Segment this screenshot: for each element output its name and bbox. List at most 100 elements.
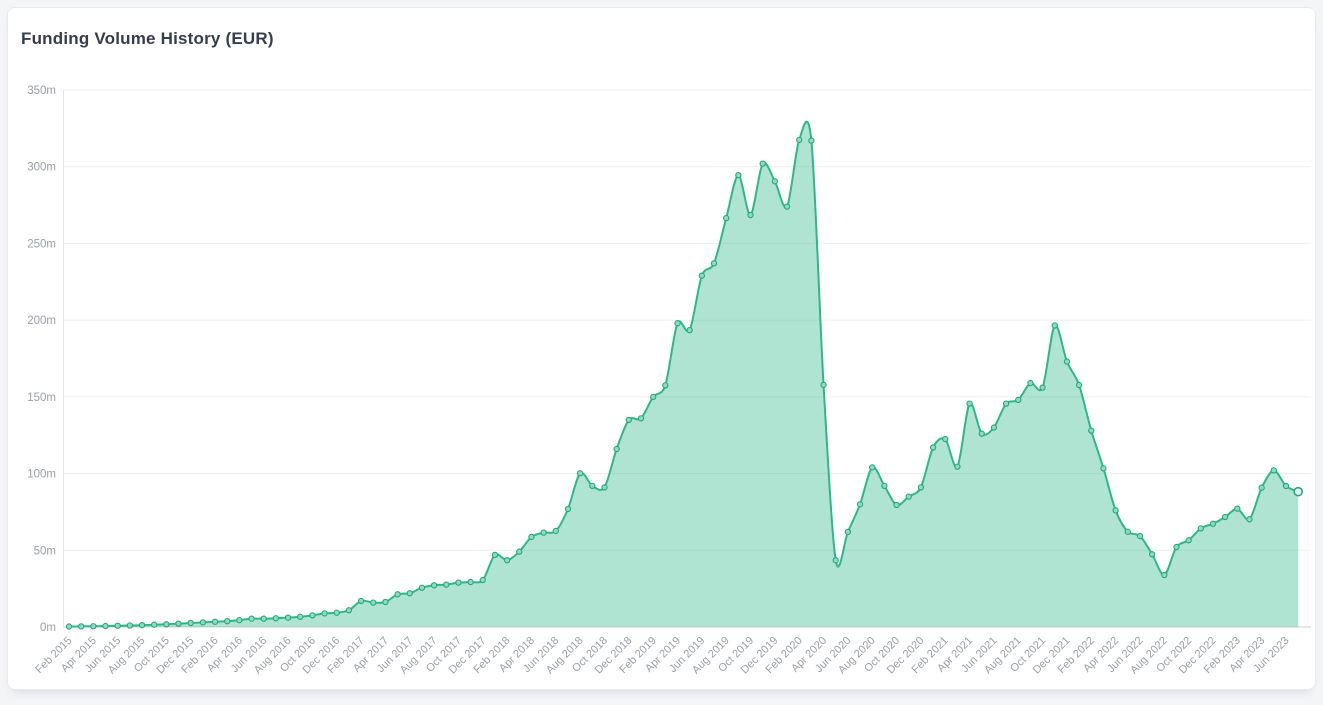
data-point-marker[interactable] bbox=[138, 622, 146, 629]
data-point-marker[interactable] bbox=[491, 551, 499, 559]
data-point-marker[interactable] bbox=[893, 501, 900, 509]
data-point-marker[interactable] bbox=[601, 484, 608, 491]
data-point-marker[interactable] bbox=[406, 590, 413, 597]
data-point-marker[interactable] bbox=[808, 137, 815, 144]
data-point-marker[interactable] bbox=[674, 320, 681, 327]
data-point-marker[interactable] bbox=[65, 623, 73, 630]
data-point-marker[interactable] bbox=[175, 620, 182, 627]
data-point-marker[interactable] bbox=[297, 613, 304, 620]
data-point-marker[interactable] bbox=[1258, 484, 1265, 491]
data-point-marker[interactable] bbox=[625, 416, 632, 424]
data-point-marker[interactable] bbox=[759, 160, 766, 167]
data-point-marker[interactable] bbox=[163, 621, 170, 628]
data-point-marker[interactable] bbox=[1088, 427, 1095, 434]
data-point-marker[interactable] bbox=[260, 615, 267, 622]
data-point-marker[interactable] bbox=[905, 493, 912, 500]
data-point-marker[interactable] bbox=[333, 609, 340, 616]
data-point-marker[interactable] bbox=[917, 484, 925, 491]
data-point-marker[interactable] bbox=[78, 623, 85, 630]
data-point-marker[interactable] bbox=[224, 618, 231, 625]
data-point-marker[interactable] bbox=[455, 579, 462, 586]
data-point-marker[interactable] bbox=[1112, 507, 1119, 514]
data-point-marker[interactable] bbox=[820, 381, 827, 389]
data-point-marker[interactable] bbox=[236, 616, 243, 624]
data-point-marker[interactable] bbox=[710, 260, 718, 267]
data-point-marker[interactable] bbox=[1161, 571, 1168, 579]
data-point-marker[interactable] bbox=[114, 622, 121, 629]
data-point-marker[interactable] bbox=[1063, 358, 1071, 365]
data-point-marker[interactable] bbox=[686, 326, 693, 334]
data-point-marker[interactable] bbox=[1222, 513, 1229, 521]
data-point-marker[interactable] bbox=[942, 435, 949, 443]
data-point-marker[interactable] bbox=[1075, 381, 1083, 389]
data-point-marker[interactable] bbox=[430, 582, 438, 589]
data-point-marker[interactable] bbox=[1124, 528, 1131, 535]
data-point-marker[interactable] bbox=[832, 557, 839, 564]
data-point-marker[interactable] bbox=[564, 505, 572, 513]
data-point-marker[interactable] bbox=[881, 482, 888, 489]
data-point-marker[interactable] bbox=[1148, 551, 1156, 558]
data-point-marker[interactable] bbox=[650, 393, 657, 401]
data-point-marker[interactable] bbox=[698, 272, 705, 279]
data-point-marker[interactable] bbox=[1293, 486, 1303, 497]
data-point-marker[interactable] bbox=[1027, 379, 1034, 387]
data-point-marker[interactable] bbox=[662, 382, 669, 389]
data-point-marker[interactable] bbox=[990, 424, 998, 431]
data-point-marker[interactable] bbox=[869, 464, 876, 471]
data-point-marker[interactable] bbox=[723, 214, 730, 222]
data-point-marker[interactable] bbox=[1173, 543, 1180, 551]
data-point-marker[interactable] bbox=[394, 591, 401, 598]
data-point-marker[interactable] bbox=[503, 557, 511, 564]
data-point-marker[interactable] bbox=[1209, 520, 1217, 527]
data-point-marker[interactable] bbox=[929, 444, 937, 451]
data-point-marker[interactable] bbox=[199, 619, 207, 626]
data-point-marker[interactable] bbox=[345, 607, 353, 614]
data-point-marker[interactable] bbox=[370, 599, 377, 606]
data-point-marker[interactable] bbox=[211, 618, 219, 625]
data-point-marker[interactable] bbox=[357, 597, 365, 605]
data-point-marker[interactable] bbox=[783, 203, 791, 210]
data-point-marker[interactable] bbox=[552, 527, 559, 535]
data-point-marker[interactable] bbox=[1002, 400, 1010, 407]
data-point-marker[interactable] bbox=[382, 598, 389, 606]
data-point-marker[interactable] bbox=[954, 463, 961, 470]
data-point-marker[interactable] bbox=[735, 171, 742, 179]
data-point-marker[interactable] bbox=[90, 623, 97, 630]
data-point-marker[interactable] bbox=[1100, 465, 1107, 472]
data-point-marker[interactable] bbox=[126, 622, 133, 629]
data-point-marker[interactable] bbox=[248, 615, 255, 622]
data-point-marker[interactable] bbox=[309, 612, 316, 619]
data-point-marker[interactable] bbox=[1015, 396, 1022, 404]
data-point-marker[interactable] bbox=[1270, 467, 1277, 474]
data-point-marker[interactable] bbox=[1185, 537, 1192, 544]
data-point-marker[interactable] bbox=[796, 136, 803, 144]
data-point-marker[interactable] bbox=[747, 211, 754, 219]
data-point-marker[interactable] bbox=[418, 584, 426, 591]
data-point-marker[interactable] bbox=[467, 578, 474, 586]
data-point-marker[interactable] bbox=[637, 415, 645, 422]
data-point-marker[interactable] bbox=[613, 445, 620, 453]
data-point-marker[interactable] bbox=[528, 533, 535, 541]
data-point-marker[interactable] bbox=[771, 178, 779, 185]
data-point-marker[interactable] bbox=[479, 576, 486, 584]
data-point-marker[interactable] bbox=[151, 621, 158, 628]
data-point-marker[interactable] bbox=[576, 470, 584, 477]
data-point-marker[interactable] bbox=[272, 615, 280, 622]
data-point-marker[interactable] bbox=[1197, 525, 1204, 532]
data-point-marker[interactable] bbox=[443, 581, 450, 588]
data-point-marker[interactable] bbox=[844, 528, 852, 536]
data-point-marker[interactable] bbox=[1246, 516, 1253, 523]
data-point-marker[interactable] bbox=[1136, 532, 1144, 540]
data-point-marker[interactable] bbox=[966, 400, 973, 407]
funding-volume-chart[interactable]: 0m 50m 100m 150m 200m 250m 300m 350m Feb 2015 Apr… bbox=[8, 8, 1317, 691]
data-point-marker[interactable] bbox=[321, 610, 328, 617]
data-point-marker[interactable] bbox=[102, 622, 109, 630]
data-point-marker[interactable] bbox=[1051, 322, 1058, 329]
data-point-marker[interactable] bbox=[540, 529, 547, 536]
data-point-marker[interactable] bbox=[284, 614, 292, 621]
data-point-marker[interactable] bbox=[516, 548, 523, 555]
data-point-marker[interactable] bbox=[589, 482, 596, 489]
data-point-marker[interactable] bbox=[1282, 482, 1290, 490]
data-point-marker[interactable] bbox=[187, 619, 194, 627]
